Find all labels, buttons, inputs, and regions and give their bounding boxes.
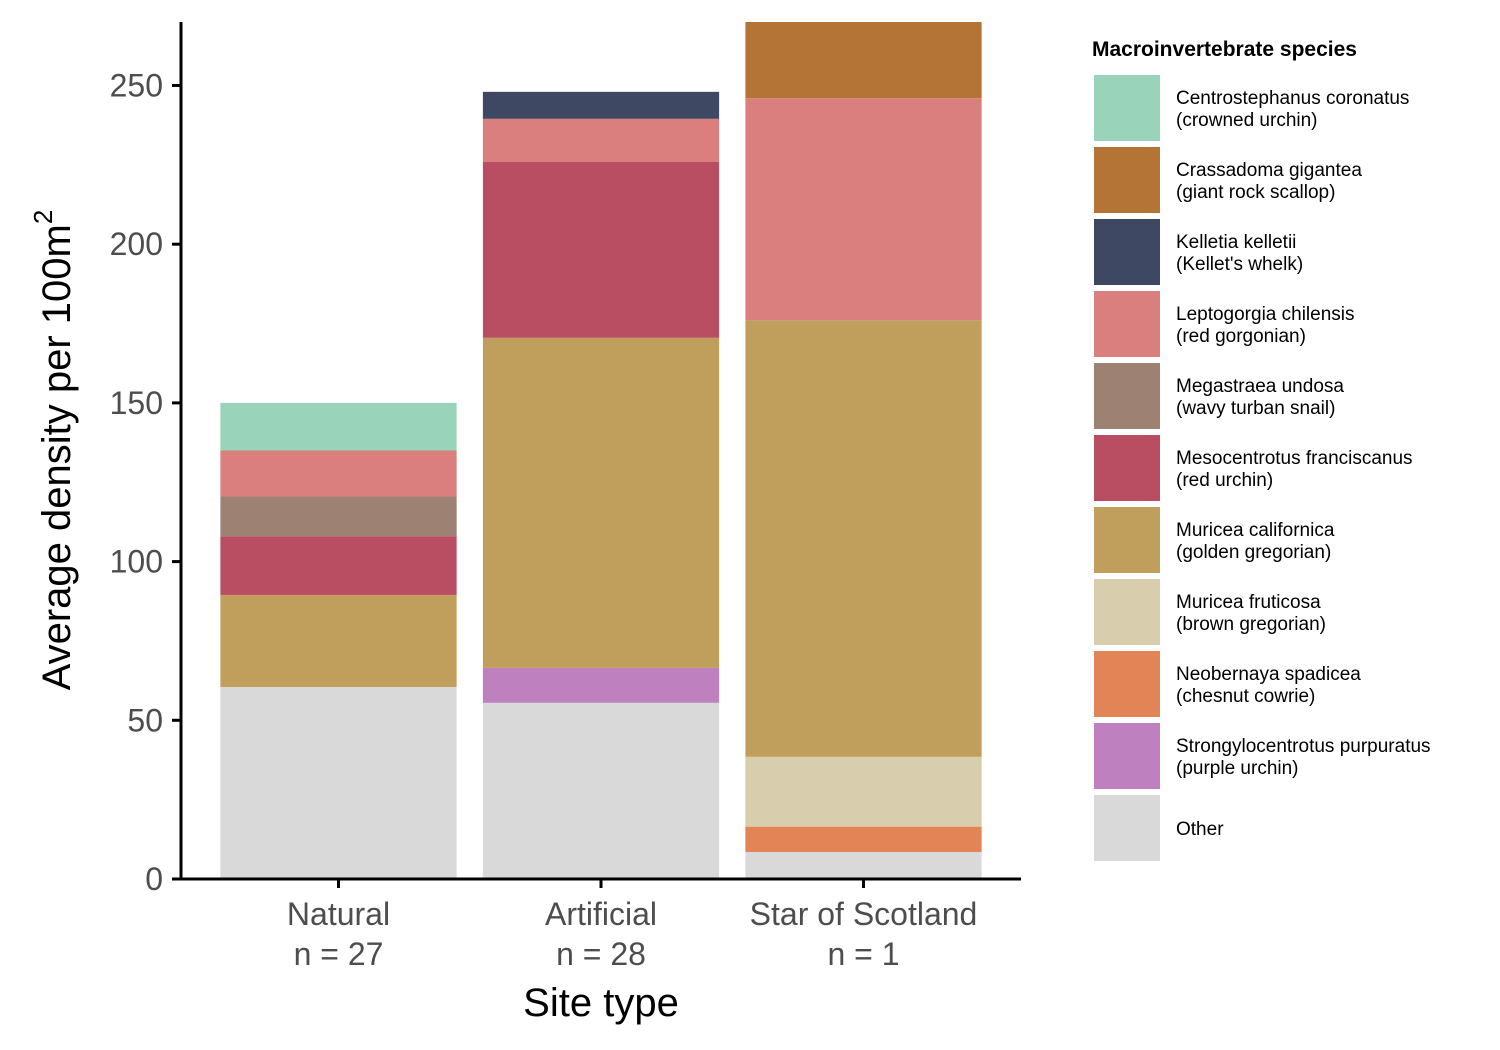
x-tick-n-label: n = 28 (556, 936, 646, 972)
y-axis-title-group: Average density per 100m2 (28, 210, 79, 691)
bar-segment-lepto-star-of-scotland (745, 98, 982, 321)
legend: Macroinvertebrate species Centrostephanu… (1092, 38, 1431, 861)
legend-key-mfru (1094, 579, 1160, 645)
bar-segment-mcal-artificial (482, 337, 720, 668)
legend-key-mcal (1094, 507, 1160, 573)
bar-segment-mcal-natural (220, 594, 457, 687)
legend-label-common-name: (Kellet's whelk) (1176, 254, 1303, 275)
legend-title: Macroinvertebrate species (1092, 38, 1357, 61)
x-tick-label: Natural (287, 896, 390, 932)
bar-segment-lepto-artificial (482, 118, 720, 162)
legend-key-neo (1094, 651, 1160, 717)
legend-label: Other (1176, 819, 1224, 840)
legend-label-common-name: (wavy turban snail) (1176, 398, 1335, 419)
legend-label: Neobernaya spadicea (1176, 664, 1361, 685)
legend-label-common-name: (crowned urchin) (1176, 110, 1318, 131)
bar-segment-crass-star-of-scotland (745, 22, 982, 99)
y-ticks-group: 0 50 100 150 200 250 (110, 67, 181, 897)
legend-label: Megastraea undosa (1176, 376, 1344, 397)
legend-key-crass (1094, 147, 1160, 213)
legend-label-common-name: (brown gregorian) (1176, 614, 1326, 635)
x-ticks-group: Natural n = 27 Artificial n = 28 Star of Sco… (287, 879, 977, 972)
y-tick-label: 200 (110, 226, 163, 262)
bar-segment-other-natural (220, 686, 457, 879)
y-axis-title-superscript: 2 (28, 210, 58, 224)
bar-segment-other-artificial (482, 702, 720, 879)
legend-label-common-name: (purple urchin) (1176, 758, 1299, 779)
legend-label-common-name: (giant rock scallop) (1176, 182, 1335, 203)
y-tick-label: 100 (110, 544, 163, 580)
legend-label-common-name: (golden gregorian) (1176, 542, 1331, 563)
y-tick-label: 50 (127, 702, 163, 738)
x-tick-n-label: n = 27 (294, 936, 384, 972)
bar-segment-mfru-star-of-scotland (745, 756, 982, 827)
bars-group (220, 22, 982, 879)
legend-key-strong (1094, 723, 1160, 789)
x-axis-title: Site type (523, 981, 679, 1025)
bar-segment-mcal-star-of-scotland (745, 320, 982, 757)
legend-items: Centrostephanus coronatus(crowned urchin… (1094, 75, 1431, 861)
y-axis-title: Average density per 100m2 (28, 210, 79, 691)
legend-label: Muricea californica (1176, 520, 1335, 541)
x-tick-label: Star of Scotland (750, 896, 978, 932)
legend-key-other (1094, 795, 1160, 861)
bar-segment-kell-artificial (482, 91, 720, 119)
y-tick-label: 250 (110, 67, 163, 103)
bar-segment-meso-natural (220, 536, 457, 595)
legend-label: Centrostephanus coronatus (1176, 88, 1409, 109)
legend-label: Strongylocentrotus purpuratus (1176, 736, 1431, 757)
x-tick-label: Artificial (545, 896, 657, 932)
legend-label-common-name: (red urchin) (1176, 470, 1273, 491)
x-tick-n-label: n = 1 (827, 936, 899, 972)
bar-segment-neo-star-of-scotland (745, 826, 982, 853)
bar-segment-other-star-of-scotland (745, 852, 982, 879)
bar-segment-meso-artificial (482, 161, 720, 338)
legend-label: Kelletia kelletii (1176, 232, 1296, 253)
bar-segment-lepto-natural (220, 450, 457, 497)
legend-key-cent (1094, 75, 1160, 141)
y-axis-title-main: Average density per 100m (35, 224, 79, 690)
legend-label: Leptogorgia chilensis (1176, 304, 1355, 325)
legend-label: Mesocentrotus franciscanus (1176, 448, 1413, 469)
plot-area: 0 50 100 150 200 250 Natural n = 27 Artificial n… (110, 22, 1021, 972)
legend-label-common-name: (chesnut cowrie) (1176, 686, 1315, 707)
legend-label: Crassadoma gigantea (1176, 160, 1362, 181)
bar-segment-strong-artificial (482, 667, 720, 703)
legend-key-lepto (1094, 291, 1160, 357)
bar-segment-cent-natural (220, 402, 457, 451)
y-tick-label: 0 (145, 861, 163, 897)
legend-key-mega (1094, 363, 1160, 429)
legend-key-meso (1094, 435, 1160, 501)
legend-key-kell (1094, 219, 1160, 285)
legend-label: Muricea fruticosa (1176, 592, 1321, 613)
legend-label-common-name: (red gorgonian) (1176, 326, 1306, 347)
bar-segment-mega-natural (220, 496, 457, 537)
y-tick-label: 150 (110, 385, 163, 421)
